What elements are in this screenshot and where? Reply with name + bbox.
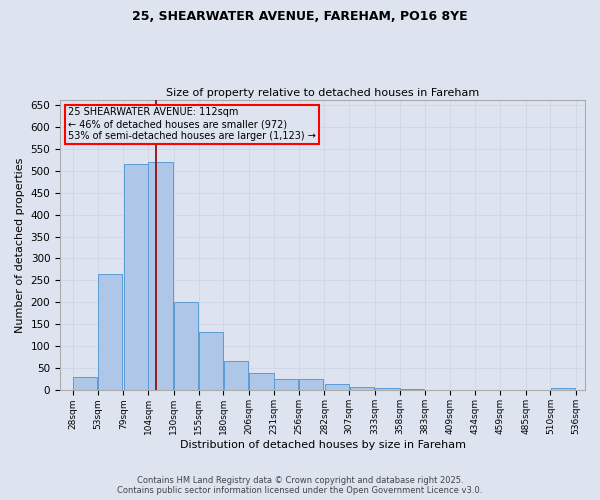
Bar bbox=[250, 373, 274, 390]
Title: Size of property relative to detached houses in Fareham: Size of property relative to detached ho… bbox=[166, 88, 479, 98]
Bar bbox=[551, 388, 575, 390]
Text: 25, SHEARWATER AVENUE, FAREHAM, PO16 8YE: 25, SHEARWATER AVENUE, FAREHAM, PO16 8YE bbox=[132, 10, 468, 23]
X-axis label: Distribution of detached houses by size in Fareham: Distribution of detached houses by size … bbox=[179, 440, 466, 450]
Bar bbox=[148, 162, 173, 390]
Bar bbox=[274, 380, 298, 390]
Text: Contains HM Land Registry data © Crown copyright and database right 2025.
Contai: Contains HM Land Registry data © Crown c… bbox=[118, 476, 482, 495]
Bar bbox=[73, 377, 97, 390]
Text: 25 SHEARWATER AVENUE: 112sqm
← 46% of detached houses are smaller (972)
53% of s: 25 SHEARWATER AVENUE: 112sqm ← 46% of de… bbox=[68, 108, 316, 140]
Bar bbox=[299, 380, 323, 390]
Bar bbox=[199, 332, 223, 390]
Bar bbox=[325, 384, 349, 390]
Bar bbox=[375, 388, 400, 390]
Bar bbox=[224, 361, 248, 390]
Bar bbox=[400, 389, 424, 390]
Bar bbox=[124, 164, 148, 390]
Bar bbox=[98, 274, 122, 390]
Y-axis label: Number of detached properties: Number of detached properties bbox=[15, 158, 25, 333]
Bar bbox=[350, 387, 374, 390]
Bar bbox=[174, 302, 199, 390]
